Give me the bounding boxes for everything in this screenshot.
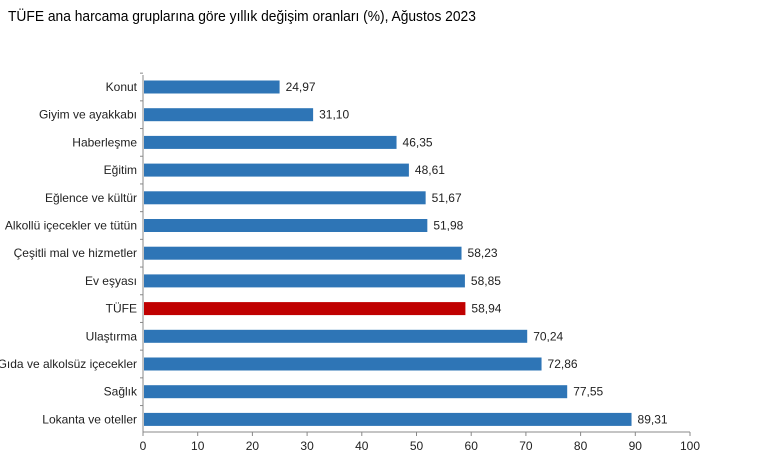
bar	[144, 80, 280, 94]
data-label: 51,67	[432, 191, 462, 205]
category-label: Gıda ve alkolsüz içecekler	[0, 357, 137, 371]
x-tick-label: 100	[680, 439, 700, 453]
data-label: 70,24	[533, 329, 563, 343]
category-label: TÜFE	[106, 302, 137, 316]
data-label: 89,31	[638, 412, 668, 426]
x-tick-label: 80	[574, 439, 588, 453]
data-label: 46,35	[403, 135, 433, 149]
category-label: Alkollü içecekler ve tütün	[5, 219, 137, 233]
x-tick-label: 70	[519, 439, 533, 453]
category-label: Eğlence ve kültür	[45, 191, 137, 205]
category-label: Ev eşyası	[85, 274, 137, 288]
data-label: 51,98	[433, 219, 463, 233]
bar	[144, 412, 632, 426]
data-label: 24,97	[286, 80, 316, 94]
data-label: 77,55	[573, 385, 603, 399]
data-label: 58,23	[468, 246, 498, 260]
category-label: Çeşitli mal ve hizmetler	[14, 246, 137, 260]
x-tick-label: 0	[140, 439, 147, 453]
data-label: 58,94	[471, 302, 501, 316]
category-label: Eğitim	[104, 163, 137, 177]
bar	[144, 191, 426, 205]
data-label: 48,61	[415, 163, 445, 177]
x-tick-label: 10	[191, 439, 205, 453]
data-label: 31,10	[319, 108, 349, 122]
chart-title: TÜFE ana harcama gruplarına göre yıllık …	[8, 8, 476, 25]
category-label: Sağlık	[104, 385, 138, 399]
x-tick-label: 30	[300, 439, 314, 453]
data-label: 72,86	[548, 357, 578, 371]
category-label: Konut	[106, 80, 138, 94]
x-tick-label: 60	[465, 439, 479, 453]
bar	[144, 302, 466, 316]
bar	[144, 329, 528, 343]
bar	[144, 357, 542, 371]
bar	[144, 219, 428, 232]
category-label: Giyim ve ayakkabı	[39, 108, 137, 122]
bar	[144, 274, 465, 288]
category-label: Lokanta ve oteller	[42, 412, 137, 426]
x-tick-label: 90	[629, 439, 643, 453]
category-label: Haberleşme	[72, 135, 137, 149]
data-label: 58,85	[471, 274, 501, 288]
category-label: Ulaştırma	[86, 329, 138, 343]
bar	[144, 163, 409, 177]
x-tick-label: 20	[246, 439, 260, 453]
bar	[144, 385, 568, 399]
bar	[144, 246, 462, 260]
x-tick-label: 40	[355, 439, 369, 453]
bar	[144, 108, 314, 122]
x-tick-label: 50	[410, 439, 424, 453]
bar	[144, 135, 397, 149]
